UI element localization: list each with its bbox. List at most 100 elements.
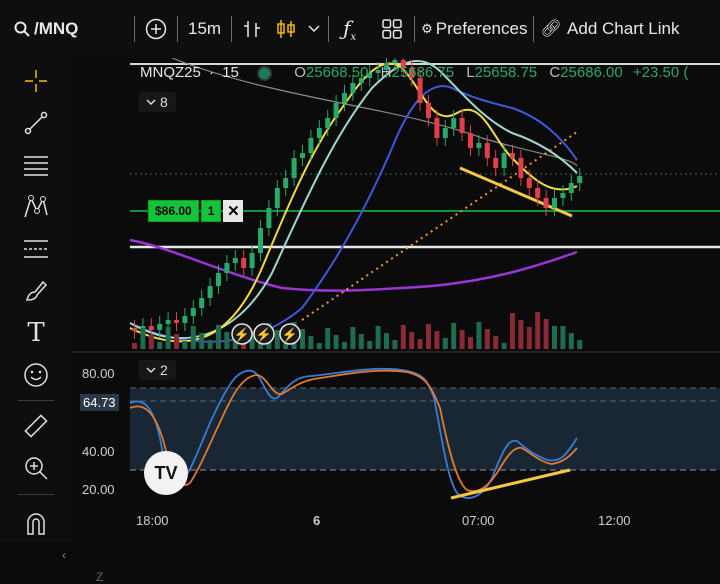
- oscillator-indicators-toggle[interactable]: 2: [138, 360, 176, 380]
- chevron-down-icon: [308, 25, 320, 33]
- low-key: L: [466, 64, 475, 81]
- plus-circle-icon: [145, 18, 167, 40]
- add-chart-link-button[interactable]: 🔗︎ Add Chart Link: [534, 0, 685, 58]
- preferences-button[interactable]: ⚙ Preferences: [415, 0, 533, 58]
- volume-bar: [501, 343, 507, 349]
- crosshair-icon: [25, 70, 47, 92]
- volume-bar: [157, 342, 163, 349]
- symbol-search[interactable]: /MNQ: [0, 0, 134, 58]
- candle: [518, 158, 524, 178]
- volume-bar: [224, 332, 230, 349]
- ticker-separator: ·: [209, 64, 215, 81]
- interval-button[interactable]: 15m: [178, 0, 231, 58]
- candle: [409, 68, 415, 78]
- volume-bar: [249, 331, 255, 349]
- volume-bar: [190, 326, 196, 349]
- volume-bar: [199, 333, 205, 349]
- volume-bar: [577, 340, 583, 349]
- cyan-ma-line: [129, 60, 578, 340]
- candle: [316, 128, 322, 138]
- position-widget[interactable]: $86.00 1 ✕: [148, 200, 244, 222]
- line-tool-icon: [24, 111, 48, 135]
- ruler-tool[interactable]: [16, 406, 56, 446]
- chart-type-dropdown[interactable]: [300, 0, 328, 58]
- text-tool[interactable]: T: [16, 313, 56, 353]
- indicators-button[interactable]: ƒx: [329, 0, 370, 58]
- collapse-toolbar-icon[interactable]: ‹: [62, 548, 66, 562]
- ruler-icon: [24, 414, 48, 438]
- candle: [400, 60, 406, 68]
- candle: [258, 228, 263, 253]
- bar-style-icon: [244, 21, 261, 37]
- layout-button[interactable]: [370, 0, 414, 58]
- orange-trend-line[interactable]: [301, 131, 578, 321]
- crosshair-tool[interactable]: [16, 61, 56, 101]
- emoji-tool[interactable]: [16, 355, 56, 395]
- position-pnl: $86.00: [148, 200, 199, 222]
- candle: [199, 298, 205, 308]
- close-position-button[interactable]: ✕: [223, 200, 244, 222]
- candle: [384, 63, 389, 70]
- projection-tool[interactable]: [16, 229, 56, 269]
- candle: [165, 320, 171, 324]
- candle: [300, 153, 305, 158]
- volume-bar: [442, 338, 448, 349]
- preferences-label: Preferences: [435, 19, 528, 38]
- magnet-tool[interactable]: [16, 503, 56, 543]
- toolbar-divider: [414, 16, 416, 42]
- volume-bar: [274, 330, 280, 349]
- osc-highlight-value: 64.73: [80, 394, 119, 411]
- oscillator-band: [130, 388, 720, 470]
- brush-tool[interactable]: [16, 271, 56, 311]
- main-indicators-toggle[interactable]: 8: [138, 92, 176, 112]
- volume-bar: [426, 324, 431, 349]
- volume-bar: [493, 336, 499, 349]
- volume-bar: [367, 341, 373, 349]
- candle: [174, 320, 179, 323]
- candle: [510, 153, 515, 158]
- gear-icon: ⚙: [421, 21, 433, 36]
- drawing-toolbar: T ‹: [0, 58, 72, 562]
- bar-style-button[interactable]: [232, 0, 272, 58]
- candle: [535, 188, 541, 198]
- candle: [148, 326, 154, 330]
- link-icon: 🔗︎: [540, 19, 563, 38]
- chart-area[interactable]: ⚡ ⚡ ⚡ MNQZ25 · 15 O25668.50 H25686.75 L2…: [72, 58, 720, 584]
- volume-bar: [165, 327, 171, 349]
- svg-text:⚡: ⚡: [234, 327, 250, 343]
- search-icon: [14, 21, 30, 37]
- volume-bar: [476, 322, 482, 349]
- oscillator-trend-line[interactable]: [450, 468, 571, 500]
- add-symbol-button[interactable]: [135, 0, 177, 58]
- pattern-tool[interactable]: [16, 187, 56, 227]
- candle-style-button[interactable]: [272, 0, 300, 58]
- candle: [493, 158, 499, 168]
- gray-ma-line: [171, 58, 578, 167]
- candle: [283, 178, 289, 188]
- top-toolbar: /MNQ 15m ƒx ⚙ Preferences 🔗︎ Add Chart L…: [0, 0, 720, 58]
- emoji-icon: [24, 363, 48, 387]
- volume-bar: [468, 337, 473, 349]
- x-axis-label: 18:00: [136, 513, 169, 528]
- zoom-in-tool[interactable]: [16, 448, 56, 488]
- candle: [442, 128, 448, 138]
- trend-line-tool[interactable]: [16, 103, 56, 143]
- event-markers[interactable]: ⚡ ⚡ ⚡: [231, 323, 301, 345]
- x-axis-label: 6: [313, 513, 321, 528]
- volume-bar: [342, 342, 347, 349]
- candle: [501, 153, 507, 168]
- fib-tool[interactable]: [16, 145, 56, 185]
- candle: [476, 143, 482, 148]
- candle: [459, 118, 465, 133]
- candle: [249, 253, 255, 268]
- osc-y-label: 80.00: [82, 366, 115, 381]
- volume-bar: [384, 333, 389, 349]
- volume-bar: [543, 319, 549, 349]
- tradingview-logo[interactable]: TV: [144, 451, 188, 495]
- projection-tool-icon: [24, 240, 48, 258]
- tv-logo-icon: TV: [154, 462, 178, 483]
- purple-ma-line: [129, 238, 578, 292]
- candle: [560, 193, 566, 198]
- status-dot-icon: [257, 65, 273, 81]
- high-value: 25686.75: [391, 64, 455, 81]
